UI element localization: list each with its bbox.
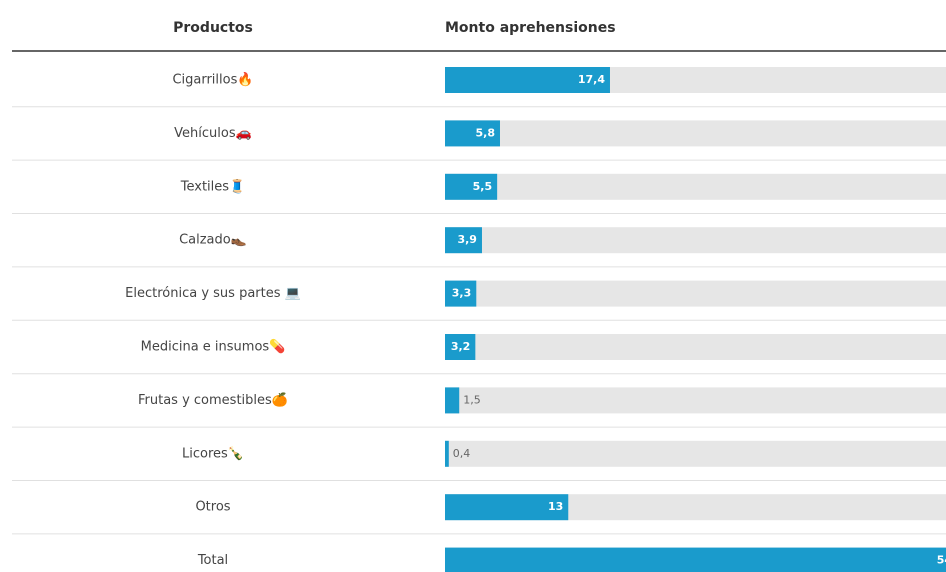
value-label: 0,4 bbox=[453, 447, 471, 460]
category-label: Textiles🧵 bbox=[180, 178, 245, 194]
category-label: Total bbox=[197, 553, 228, 568]
value-label: 54 bbox=[937, 554, 946, 567]
category-label: Medicina e insumos💊 bbox=[141, 338, 286, 355]
column-header: Productos bbox=[173, 20, 253, 36]
category-label: Vehículos🚗 bbox=[174, 126, 252, 141]
value-label: 3,2 bbox=[451, 340, 471, 353]
bar bbox=[445, 227, 482, 254]
value-label: 3,3 bbox=[452, 287, 472, 300]
bar bbox=[445, 280, 477, 307]
bar bbox=[445, 440, 449, 467]
value-label: 3,9 bbox=[457, 233, 477, 246]
category-label: Cigarrillos🔥 bbox=[172, 72, 253, 88]
category-label: Frutas y comestibles🍊 bbox=[138, 392, 289, 408]
category-label: Otros bbox=[195, 500, 230, 515]
bar-track bbox=[445, 120, 946, 147]
bar bbox=[445, 120, 500, 147]
bar-track bbox=[445, 334, 946, 360]
bar bbox=[445, 173, 498, 200]
value-label: 13 bbox=[548, 500, 563, 513]
bar bbox=[445, 387, 460, 414]
bar bbox=[445, 494, 569, 521]
bar-track bbox=[445, 173, 946, 200]
value-label: 1,5 bbox=[463, 393, 481, 406]
category-label: Electrónica y sus partes 💻 bbox=[125, 286, 301, 301]
column-header: Monto aprehensiones bbox=[445, 20, 616, 36]
bar-track bbox=[445, 440, 946, 467]
bar bbox=[445, 334, 476, 360]
category-label: Licores🍾 bbox=[182, 445, 244, 461]
value-label: 5,8 bbox=[475, 126, 495, 139]
value-label: 17,4 bbox=[578, 73, 605, 86]
bar-track bbox=[445, 280, 946, 307]
value-label: 5,5 bbox=[473, 180, 493, 193]
bar-track bbox=[445, 227, 946, 254]
bar-track bbox=[445, 387, 946, 414]
category-label: Calzado👞 bbox=[179, 233, 247, 248]
bar bbox=[445, 547, 946, 572]
bar bbox=[445, 67, 610, 93]
